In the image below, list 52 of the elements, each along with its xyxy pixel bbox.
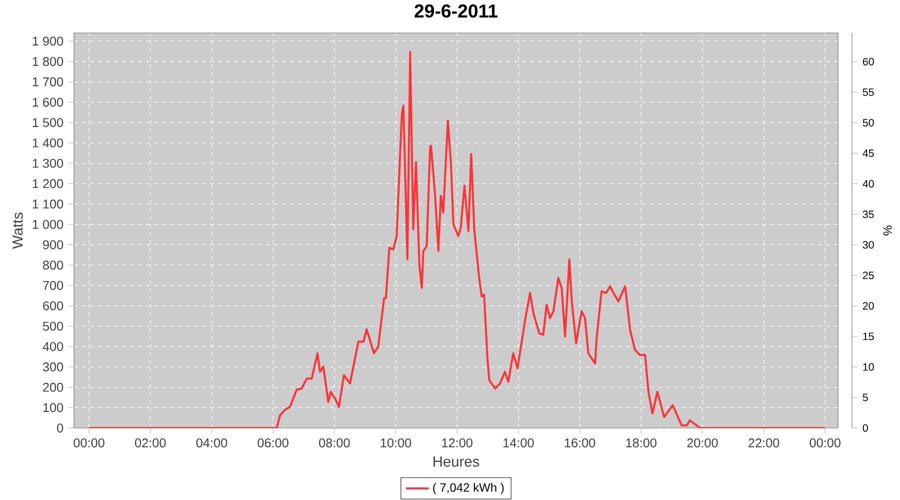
- x-tick-label: 10:00: [380, 438, 412, 448]
- y-tick-label: 300: [42, 362, 64, 372]
- y2-tick-label: 40: [862, 180, 874, 188]
- x-tick-label: 20:00: [687, 438, 718, 448]
- legend-label: ( 7,042 kWh ): [433, 482, 504, 494]
- y2-tick-label: 30: [862, 241, 874, 249]
- chart-title: 29-6-2011: [414, 4, 498, 18]
- y-tick-label: 900: [43, 240, 64, 250]
- y-tick-label: 0: [57, 424, 64, 432]
- y2-tick-label: 10: [863, 363, 874, 371]
- y-tick-label: 200: [43, 382, 64, 392]
- y-tick-label: 1 000: [32, 220, 64, 229]
- y-tick-label: 1 800: [32, 57, 64, 66]
- x-tick-label: 22:00: [748, 438, 780, 448]
- y2-tick-label: 60: [862, 58, 874, 66]
- y-tick-label: 700: [43, 280, 64, 290]
- y-tick-label: 1 700: [32, 77, 64, 86]
- y2-axis-title: %: [883, 226, 892, 236]
- y-tick-label: 500: [42, 322, 64, 331]
- x-tick-label: 06:00: [258, 438, 288, 448]
- y-tick-label: 1 100: [32, 200, 64, 209]
- y-tick-label: 1 300: [32, 158, 64, 168]
- y2-tick-label: 45: [862, 150, 874, 157]
- y-tick-label: 400: [42, 342, 64, 352]
- y-tick-label: 1 200: [32, 179, 64, 188]
- y2-tick-label: 0: [862, 424, 868, 432]
- y-tick-label: 1 400: [32, 138, 64, 148]
- y-tick-label: 800: [43, 260, 64, 270]
- y2-tick-label: 55: [862, 88, 874, 96]
- y2-tick-label: 15: [863, 332, 874, 340]
- x-tick-label: 12:00: [442, 438, 472, 448]
- x-tick-label: 04:00: [196, 438, 228, 448]
- y-tick-label: 100: [43, 403, 64, 412]
- y-tick-label: 600: [43, 301, 64, 310]
- x-tick-label: 16:00: [564, 438, 596, 448]
- y2-tick-label: 50: [862, 118, 874, 127]
- x-tick-label: 08:00: [319, 438, 350, 448]
- y2-tick-label: 5: [862, 394, 868, 402]
- x-tick-label: 14:00: [504, 438, 534, 448]
- y-tick-label: 1 500: [32, 118, 64, 128]
- x-tick-label: 00:00: [810, 438, 840, 448]
- y-axis-title: Watts: [12, 212, 23, 249]
- x-axis-title: Heures: [434, 456, 480, 467]
- y-tick-label: 1 600: [32, 98, 64, 107]
- y2-tick-label: 35: [862, 210, 874, 218]
- y2-tick-label: 20: [862, 302, 874, 310]
- y2-tick-label: 25: [862, 272, 874, 280]
- y-tick-label: 1 900: [32, 36, 64, 46]
- x-tick-label: 02:00: [135, 438, 166, 448]
- x-tick-label: 18:00: [626, 438, 656, 448]
- x-tick-label: 00:00: [74, 438, 104, 448]
- line-series: [88, 50, 826, 428]
